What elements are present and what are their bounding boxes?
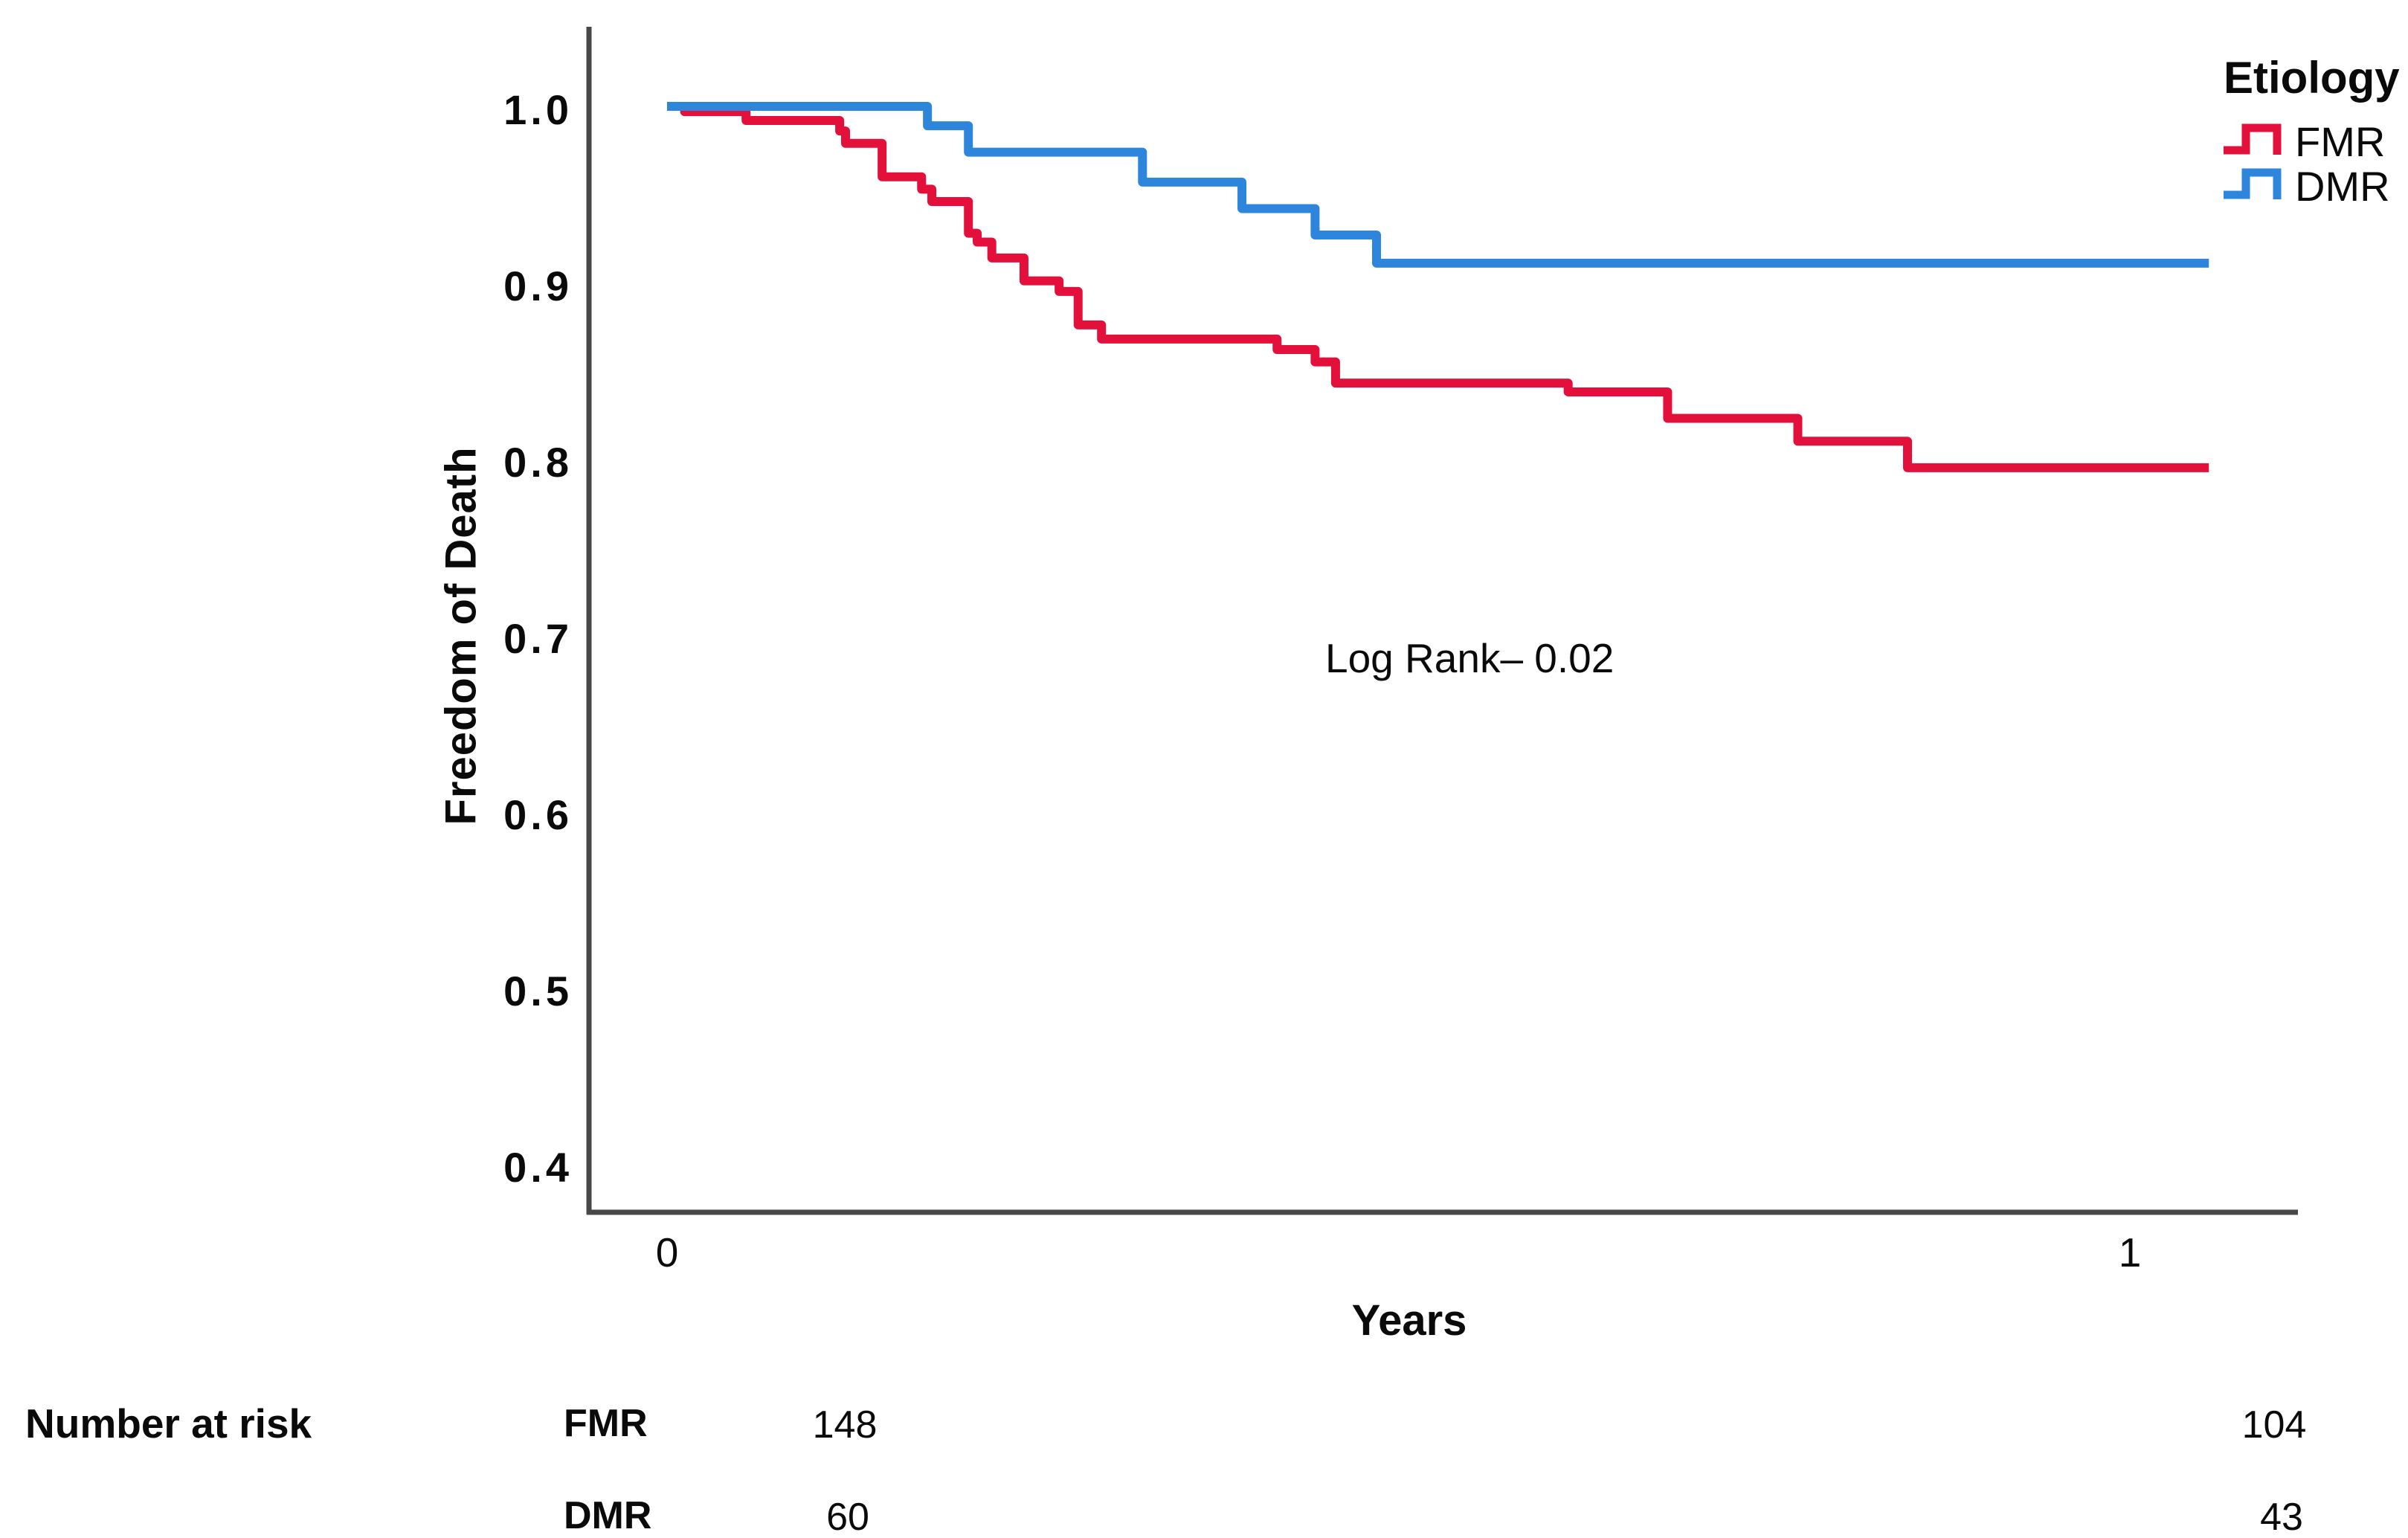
- x-tick-1: 1: [2118, 1229, 2142, 1275]
- y-tick-0.5: 0.5: [503, 968, 573, 1014]
- y-axis-title: Freedom of Death: [437, 446, 486, 826]
- risk-count-dmr-t1: 43: [2260, 1496, 2303, 1538]
- fmr-survival-curve: [667, 102, 2209, 472]
- x-tick-0: 0: [655, 1229, 679, 1275]
- y-tick-1.0: 1.0: [503, 86, 573, 133]
- y-tick-0.4: 0.4: [503, 1144, 573, 1191]
- y-tick-0.8: 0.8: [503, 439, 573, 486]
- fmr-legend-key-icon: [2224, 123, 2282, 155]
- legend-title: Etiology: [2224, 53, 2400, 103]
- log-rank-annotation: Log Rank– 0.02: [1325, 635, 1615, 681]
- y-tick-0.6: 0.6: [503, 791, 573, 838]
- risk-row-label-fmr: FMR: [564, 1402, 648, 1445]
- y-tick-0.9: 0.9: [503, 263, 573, 309]
- risk-row-label-dmr: DMR: [564, 1494, 652, 1537]
- legend-label-fmr: FMR: [2295, 118, 2386, 165]
- risk-table-title: Number at risk: [25, 1400, 312, 1447]
- dmr-legend-key-icon: [2224, 168, 2282, 199]
- risk-count-dmr-t0: 60: [826, 1496, 869, 1538]
- legend-label-dmr: DMR: [2295, 163, 2390, 210]
- risk-count-fmr-t1: 104: [2241, 1403, 2307, 1447]
- y-tick-0.7: 0.7: [503, 615, 573, 662]
- risk-count-fmr-t0: 148: [812, 1403, 878, 1447]
- x-axis-title: Years: [1351, 1296, 1467, 1345]
- dmr-survival-curve: [667, 102, 2209, 268]
